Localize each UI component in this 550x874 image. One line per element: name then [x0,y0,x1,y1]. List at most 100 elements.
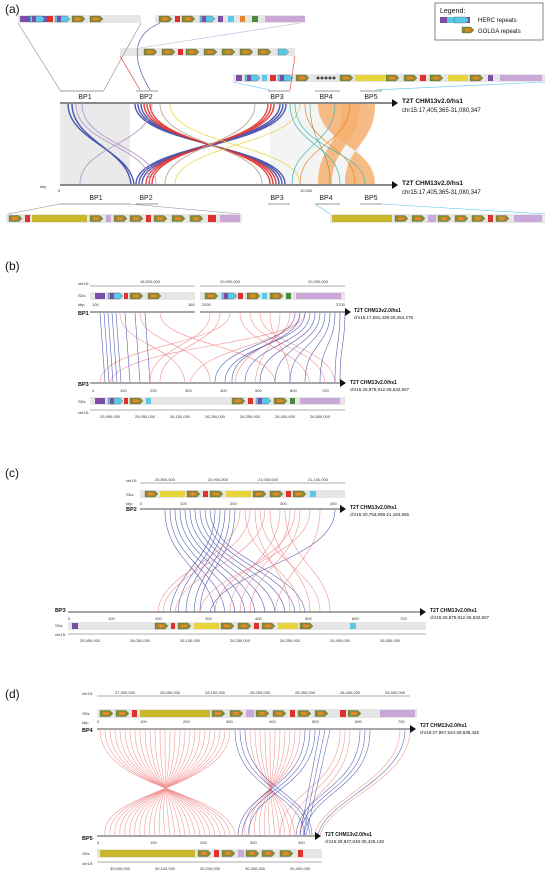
bp5-top-label: BP5 [364,94,377,101]
b-bot-kbp-100: 100 [120,388,127,393]
c-bot-coord: chr15:25,875,912-26,632,507 [430,615,490,620]
panel-a: (a) Legend: HERC repeats GOLGA repeats [5,2,546,223]
d-bot-tick-4: 30,400,000 [290,866,311,871]
c-top-sd-track [140,490,345,498]
d-top-kbp-ticks: 0 100 200 300 400 500 600 700 [97,719,405,724]
b-bot-kbp-200: 200 [150,388,157,393]
d-top-kbp-200: 200 [183,719,190,724]
b-top-asm: T2T CHM13v2.0/hs1 [354,308,401,314]
d-bot-kbp-ticks: 0 100 200 300 400 [97,840,305,845]
d-bot-sd-track [97,849,322,858]
d-top-tick-3: 28,250,000 [250,690,271,695]
d-top-tick-1: 28,050,000 [160,690,181,695]
golga-legend-icon [461,26,475,34]
d-bot-kbp-300: 300 [250,840,257,845]
b-bot-kbp-700: 700 [322,388,329,393]
panel-b-label: (b) [5,259,20,273]
d-bot-tick-1: 30,100,000 [155,866,176,871]
b-chr2-label: chr15: [78,410,89,415]
c-chr-label: chr15: [126,478,137,483]
b-top-kbp-1: 100 [92,302,99,307]
c-top-tick-1: 20,800,000 [155,477,176,482]
c-bot-kbp-0: 0 [68,616,71,621]
bottom-sd-track-right [330,214,545,223]
d-bot-tick-2: 30,200,000 [200,866,221,871]
c-bot-kbp-ticks: 0 100 200 300 400 500 600 700 [68,616,407,621]
c-bot-kbp-400: 400 [255,616,262,621]
c-bot-tick-5: 26,450,000 [330,638,351,643]
middle-sd-track [120,48,295,56]
b-bot-tick-2: 26,150,000 [170,414,191,419]
b-bot-kbp-ticks: 0 100 200 300 400 500 600 700 [92,388,329,393]
top-assembly-coord: chr15:17,405,365-31,080,347 [402,108,481,114]
c-chr2-label: chr15: [55,632,66,637]
d-bot-tick-0: 30,000,000 [110,866,131,871]
panel-d-label: (d) [5,687,20,701]
b-kbp-label: kbp [78,302,85,307]
b-bot-tick-1: 26,050,000 [135,414,156,419]
c-top-kbp-ticks: 0 100 200 300 400 [140,501,337,506]
c-bot-tick-4: 26,350,000 [280,638,301,643]
c-bot-kbp-300: 300 [205,616,212,621]
b-bot-tick-4: 26,350,000 [240,414,261,419]
d-sds2-label: SDs [82,851,90,856]
d-top-kbp-700: 700 [398,719,405,724]
c-bot-kbp-600: 600 [352,616,359,621]
c-bot-tick-2: 26,150,000 [180,638,201,643]
bp2-top-label: BP2 [139,94,152,101]
b-bot-kbp-300: 300 [185,388,192,393]
b-bot-kbp-600: 600 [290,388,297,393]
panel-a-links [60,103,375,185]
d-top-kbp-0: 0 [97,719,100,724]
legend-golga-label: GOLGA repeats [478,29,521,35]
tick-0: 0 [58,188,61,193]
b-bot-tick-5: 26,450,000 [275,414,296,419]
c-bot-tick-6: 26,550,000 [380,638,401,643]
bottom-sd-track-left [6,214,242,223]
herc-legend-icon [440,16,470,24]
b-chr-label: chr15: [78,281,89,286]
d-top-tick-2: 28,150,000 [205,690,226,695]
c-bp-top: BP2 [126,507,137,513]
bp4-bottom-label: BP4 [319,195,332,202]
c-sds-label: SDs [126,492,134,497]
bp4-sd-track [233,74,545,82]
d-top-asm: T2T CHM13v2.0/hs1 [420,723,467,729]
legend-herc-label: HERC repeats [478,18,517,24]
d-top-kbp-100: 100 [140,719,147,724]
panel-d: (d) chr15: 27,950,000 28,050,000 28,150,… [5,687,480,871]
b-sds2-label: SDs [78,399,86,404]
c-top-tick-3: 21,000,000 [258,477,279,482]
d-bot-asm: T2T CHM13v2.0/hs1 [325,832,372,838]
d-top-tick-4: 28,350,000 [295,690,316,695]
bottom-assembly-coord: chr15:17,405,365-31,080,347 [402,190,481,196]
d-top-tick-0: 27,950,000 [115,690,136,695]
c-top-kbp-200: 200 [230,501,237,506]
c-top-tick-2: 20,900,000 [208,477,229,482]
c-sds2-label: SDs [55,623,63,628]
c-bot-kbp-500: 500 [305,616,312,621]
bp1-bottom-label: BP1 [89,195,102,202]
d-bot-kbp-0: 0 [97,840,100,845]
b-bot-tick-0: 25,950,000 [100,414,121,419]
b-bot-kbp-0: 0 [92,388,95,393]
c-top-kbp-400: 400 [330,501,337,506]
d-top-tick-5: 28,450,000 [340,690,361,695]
bp3-top-label: BP3 [270,94,283,101]
b-bp-bot: BP3 [78,382,89,388]
b-top-kbp-3: 2000 [202,302,212,307]
b-bot-tick-3: 26,250,000 [205,414,226,419]
top-axis-arrow [392,99,398,107]
d-bot-coord: chr15:29,947,048-30,429,130 [325,839,385,844]
d-top-tick-6: 28,550,000 [385,690,406,695]
d-bot-ticks: 30,000,000 30,100,000 30,200,000 30,300,… [110,866,311,871]
c-bot-tick-0: 25,950,000 [80,638,101,643]
d-bot-kbp-400: 400 [298,840,305,845]
b-top-tick-1: 18,500,000 [140,279,161,284]
c-top-kbp-0: 0 [140,501,143,506]
d-top-coord: chr15:27,967,534-28,638,426 [420,730,480,735]
d-bp-top: BP4 [82,728,94,734]
b-top-coord: chr15:17,691,439-20,454,275 [354,315,414,320]
b-links [99,312,346,383]
c-bp-bot: BP3 [55,608,66,614]
